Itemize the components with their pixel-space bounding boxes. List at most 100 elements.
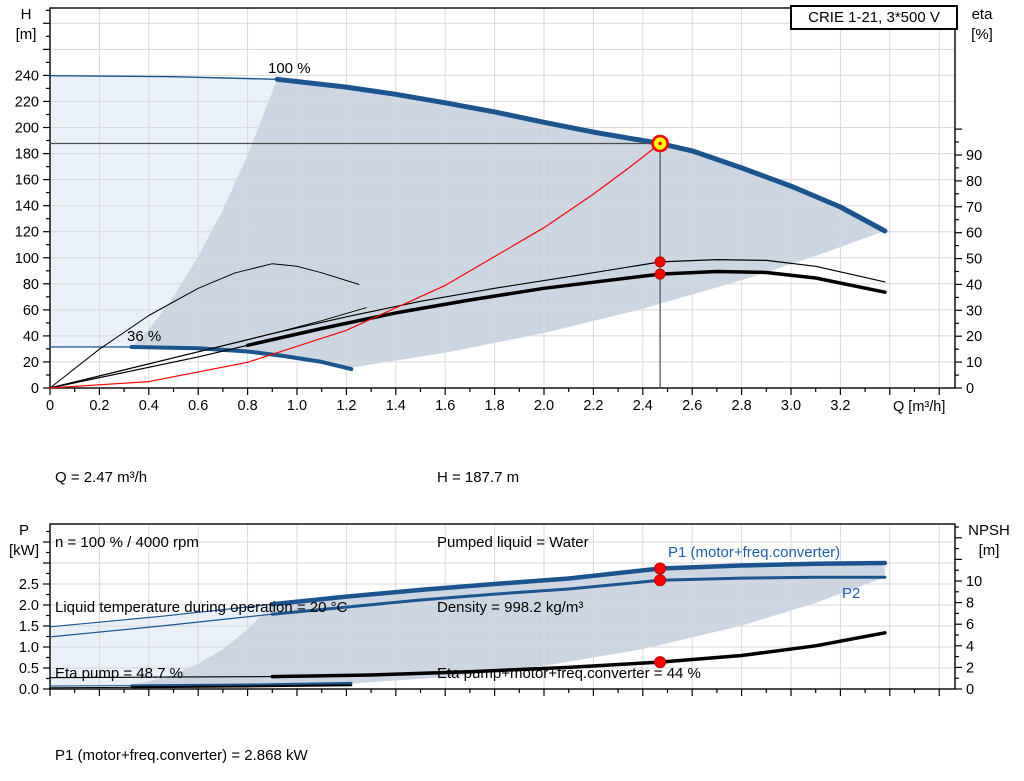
svg-text:1.6: 1.6 — [435, 398, 455, 414]
svg-text:3.2: 3.2 — [830, 398, 850, 414]
svg-text:220: 220 — [15, 94, 39, 110]
svg-text:140: 140 — [15, 199, 39, 215]
svg-text:0.6: 0.6 — [188, 398, 208, 414]
svg-text:0.0: 0.0 — [19, 682, 39, 698]
svg-text:60: 60 — [23, 303, 39, 319]
p2-curve — [270, 575, 887, 616]
svg-text:0.2: 0.2 — [89, 398, 109, 414]
svg-text:40: 40 — [23, 329, 39, 345]
svg-text:1.0: 1.0 — [19, 640, 39, 656]
eta-pump-36-curve — [49, 263, 360, 389]
p1-36pct-curve — [130, 681, 353, 687]
p1-curve-label: P1 (motor+freq.converter) — [668, 544, 840, 561]
p1-36pct-thin — [49, 685, 133, 687]
pump-type-box: CRIE 1-21, 3*500 V — [790, 5, 958, 30]
svg-text:50: 50 — [966, 252, 982, 268]
svg-text:0: 0 — [966, 381, 974, 397]
p2-curve-label: P2 — [842, 585, 860, 602]
npsh-axis-unit: [m] — [978, 542, 1000, 559]
svg-text:30: 30 — [966, 303, 982, 319]
svg-text:3.0: 3.0 — [781, 398, 801, 414]
qh-36pct-curve — [129, 345, 354, 372]
info-line-n: n = 100 % / 4000 rpm — [55, 533, 199, 551]
qh-eta-chart-frame — [49, 7, 956, 389]
h-axis-label: H — [20, 6, 32, 23]
svg-text:120: 120 — [15, 225, 39, 241]
svg-text:2.8: 2.8 — [732, 398, 752, 414]
eta-axis-label: eta — [971, 6, 993, 23]
npsh-36pct-curve — [130, 684, 353, 689]
svg-text:0.4: 0.4 — [139, 398, 159, 414]
eta-axis-unit: [%] — [971, 26, 993, 43]
p1-thin — [49, 603, 273, 628]
speed-100-label: 100 % — [268, 60, 311, 77]
h-axis-unit: [m] — [15, 26, 37, 43]
svg-text:1.0: 1.0 — [287, 398, 307, 414]
qh-operating-envelope — [131, 79, 885, 368]
power-npsh-chart-frame — [49, 523, 956, 690]
p1-point — [654, 562, 667, 575]
svg-text:8: 8 — [966, 596, 974, 612]
p-axis-label: P — [18, 522, 29, 539]
svg-text:20: 20 — [23, 355, 39, 371]
p1-curve — [270, 560, 888, 607]
svg-text:2.2: 2.2 — [583, 398, 603, 414]
eta-pump-point — [654, 256, 666, 268]
svg-text:240: 240 — [15, 68, 39, 84]
svg-text:10: 10 — [966, 355, 982, 371]
svg-text:0: 0 — [966, 682, 974, 698]
svg-text:1.4: 1.4 — [386, 398, 406, 414]
power-info-block: P1 (motor+freq.converter) = 2.868 kW P2 … — [55, 701, 308, 781]
eta-total-36-curve — [49, 307, 367, 389]
svg-text:40: 40 — [966, 277, 982, 293]
duty-info-right: H = 187.7 m Pumped liquid = Water Densit… — [437, 423, 701, 728]
control-curve — [49, 142, 661, 389]
svg-text:2.4: 2.4 — [633, 398, 653, 414]
info-line-temp: Liquid temperature during operation = 20… — [55, 599, 348, 617]
eta-total-100-thin — [49, 344, 249, 389]
qh-100pct-thin — [49, 74, 278, 81]
qh-eta-chart: 0 0.2 0.4 0.6 0.8 1.0 1.2 1.4 1.6 1.8 2.0 2.2 2.4 2.6… — [15, 7, 982, 414]
svg-text:2.0: 2.0 — [19, 598, 39, 614]
eta-total-point — [654, 268, 666, 280]
q-axis-label: Q [m³/h] — [893, 399, 946, 415]
svg-text:4: 4 — [966, 639, 974, 655]
npsh-axis-label: NPSH — [968, 522, 1010, 539]
svg-text:10: 10 — [966, 574, 982, 590]
npsh-thin — [49, 676, 273, 679]
svg-text:2.0: 2.0 — [534, 398, 554, 414]
duty-point-center — [658, 141, 662, 146]
info-line-h: H = 187.7 m — [437, 468, 520, 486]
svg-text:2.5: 2.5 — [19, 577, 39, 593]
svg-text:1.8: 1.8 — [485, 398, 505, 414]
svg-text:200: 200 — [15, 121, 39, 137]
duty-info-left: Q = 2.47 m³/h n = 100 % / 4000 rpm Liqui… — [55, 423, 347, 728]
power-operating-envelope — [131, 563, 885, 687]
svg-text:2: 2 — [966, 660, 974, 676]
info-line-density: Density = 998.2 kg/m³ — [437, 599, 584, 617]
eta-total-100-curve — [245, 269, 887, 348]
svg-text:2.6: 2.6 — [682, 398, 702, 414]
svg-text:60: 60 — [966, 226, 982, 242]
svg-text:80: 80 — [23, 277, 39, 293]
svg-text:90: 90 — [966, 148, 982, 164]
svg-text:1.2: 1.2 — [336, 398, 356, 414]
svg-text:0: 0 — [31, 381, 39, 397]
svg-text:80: 80 — [966, 174, 982, 190]
svg-text:100: 100 — [15, 251, 39, 267]
qh-100pct-curve — [274, 76, 888, 234]
info-line-q: Q = 2.47 m³/h — [55, 468, 148, 486]
svg-text:6: 6 — [966, 617, 974, 633]
svg-text:70: 70 — [966, 200, 982, 216]
svg-text:160: 160 — [15, 173, 39, 189]
p2-point — [654, 574, 667, 587]
power-npsh-chart: 0.0 0.5 1.0 1.5 2.0 2.5 0 2 4 6 8 10 P1 (motor+freq.… — [19, 523, 982, 698]
svg-text:0.5: 0.5 — [19, 661, 39, 677]
info-line-liquid: Pumped liquid = Water — [437, 533, 589, 551]
svg-text:180: 180 — [15, 147, 39, 163]
p2-thin — [49, 613, 273, 638]
npsh-point — [654, 656, 667, 669]
info-line-eta-total: Eta pump+motor+freq.converter = 44 % — [437, 664, 701, 682]
